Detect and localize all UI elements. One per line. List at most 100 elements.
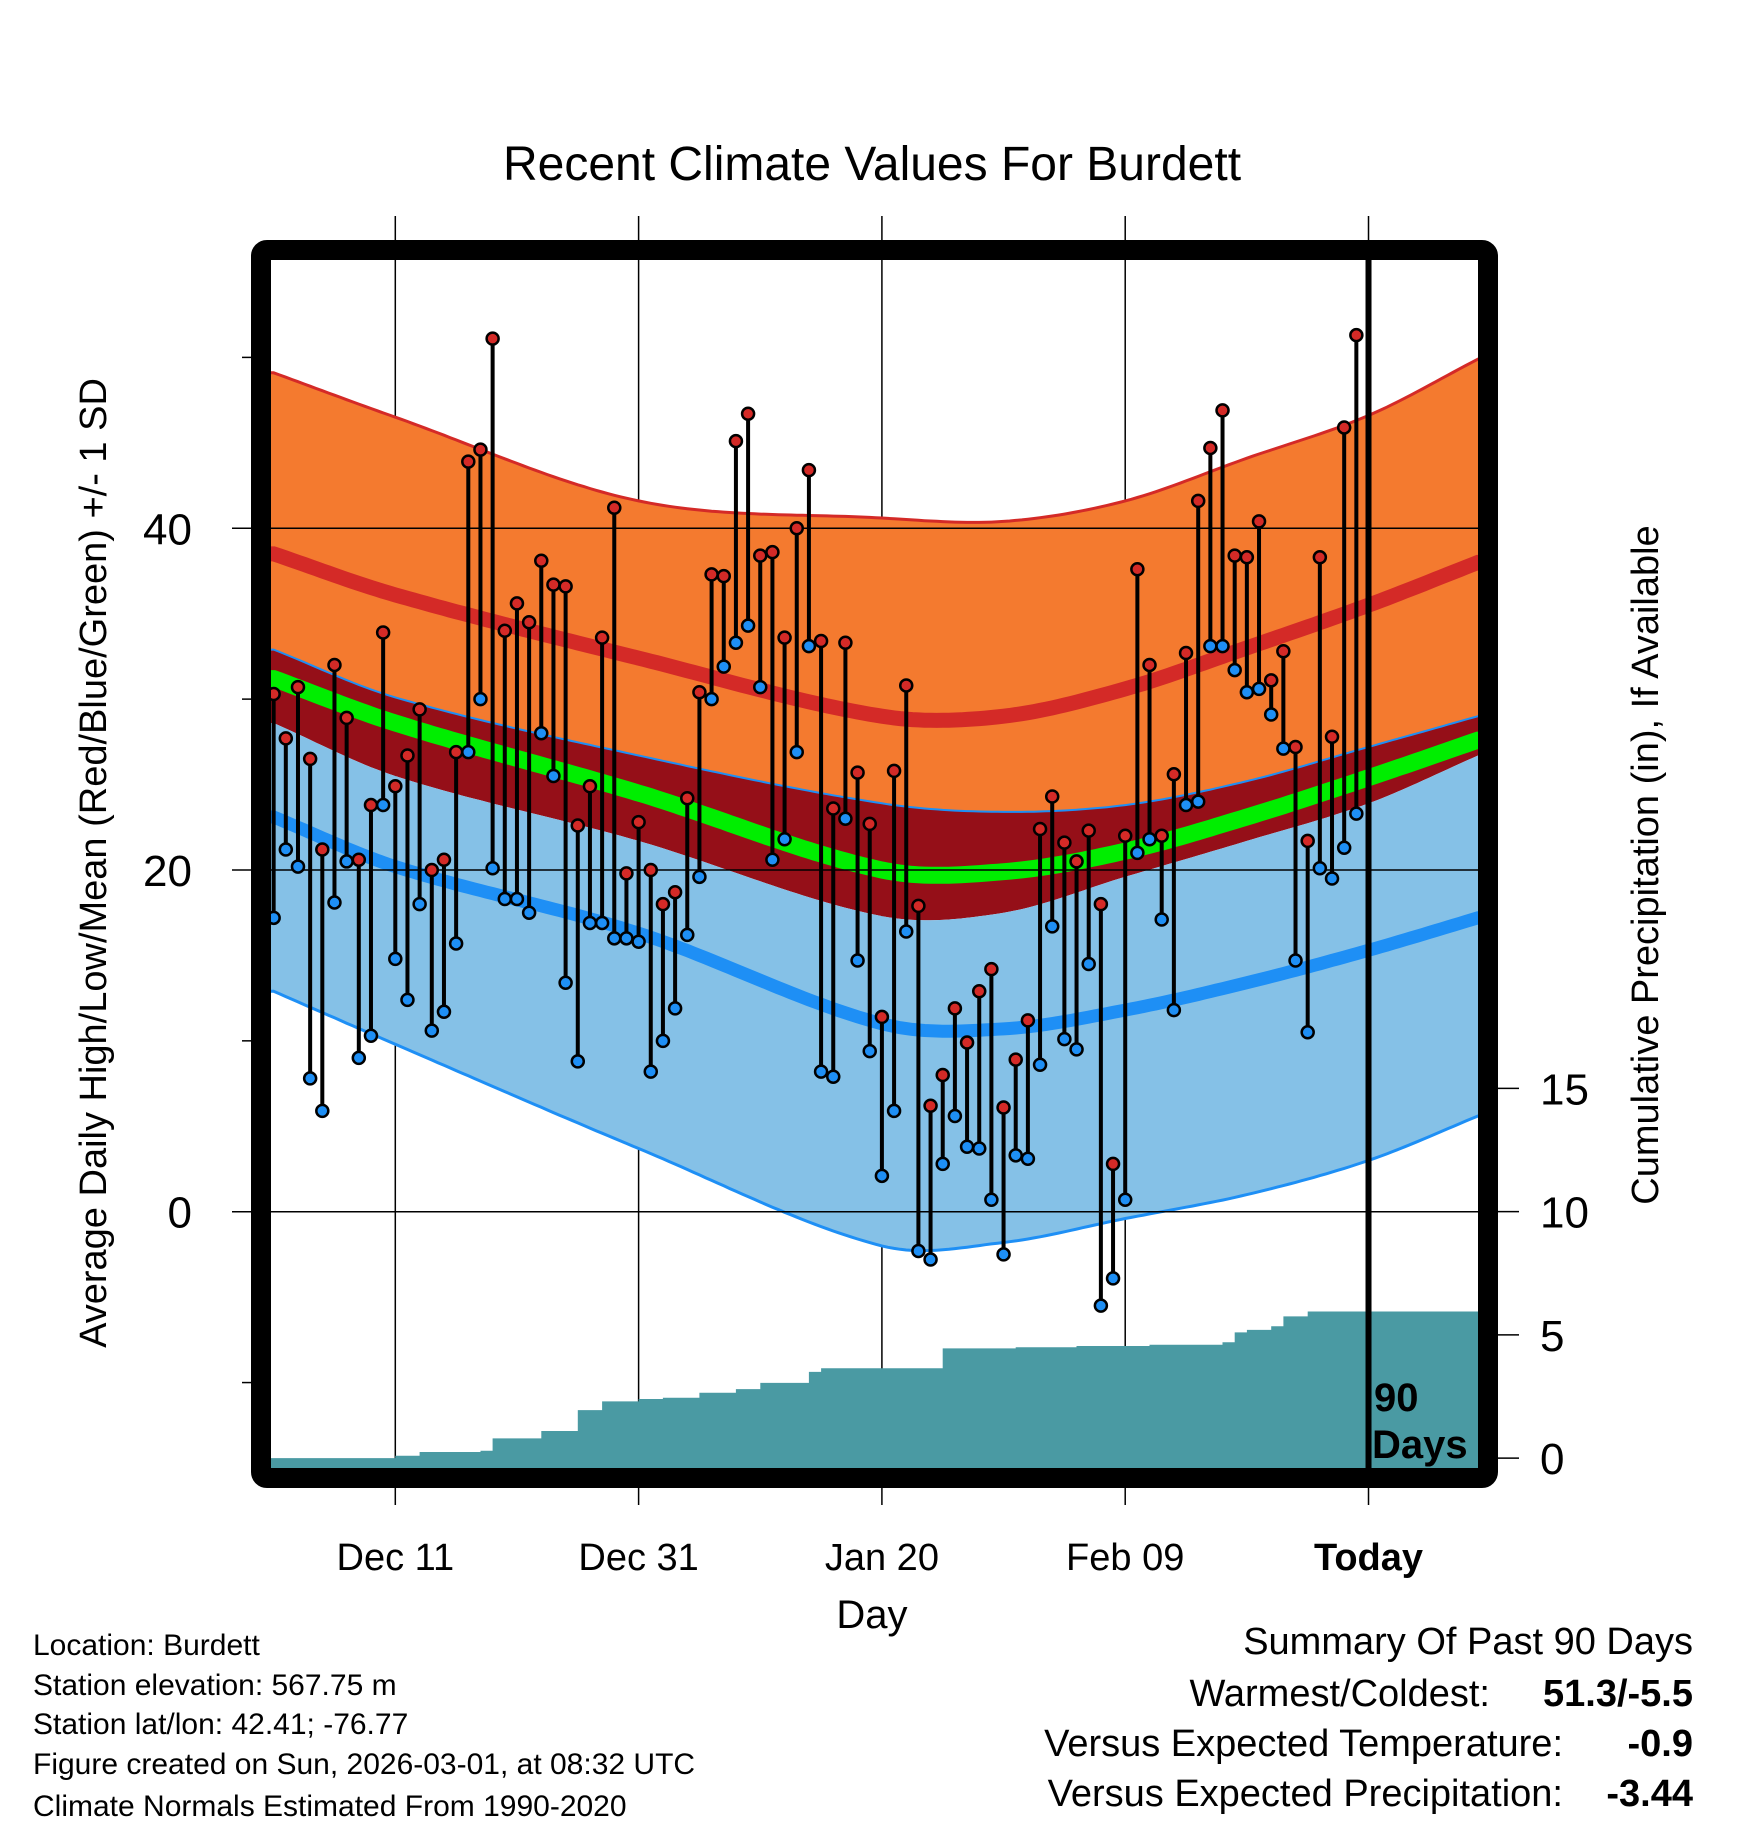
- daily-low-point: [436, 1004, 452, 1020]
- daily-high-point: [1044, 789, 1060, 804]
- daily-high-point: [1117, 828, 1133, 844]
- normal-bands: [270, 357, 1478, 1253]
- daily-low-point: [728, 635, 744, 650]
- daily-low-point: [278, 842, 294, 857]
- daily-high-point: [1239, 550, 1255, 565]
- info-latlon: Station lat/lon: 42.41; -76.77: [33, 1708, 408, 1741]
- daily-low-point: [607, 931, 622, 946]
- x-tick-label: Jan 20: [825, 1537, 939, 1579]
- daily-low-point: [1324, 871, 1340, 886]
- daily-high-point: [838, 635, 853, 650]
- x-tick-label: Dec 31: [578, 1537, 698, 1579]
- daily-low-point: [825, 1069, 841, 1084]
- daily-high-point: [351, 852, 367, 867]
- daily-high-point: [400, 748, 415, 763]
- daily-low-point: [412, 896, 427, 912]
- daily-low-point: [1117, 1192, 1133, 1207]
- daily-low-point: [789, 744, 805, 760]
- daily-low-point: [984, 1192, 999, 1207]
- daily-high-point: [1154, 828, 1169, 844]
- daily-low-point: [1227, 662, 1242, 678]
- daily-low-point: [558, 975, 573, 990]
- daily-low-point: [1142, 831, 1157, 847]
- daily-high-point: [984, 961, 999, 977]
- daily-low-point: [740, 618, 756, 633]
- daily-low-point: [1215, 638, 1230, 654]
- daily-low-point: [898, 924, 914, 939]
- daily-high-point: [947, 1001, 963, 1016]
- daily-low-point: [1336, 840, 1352, 856]
- daily-high-point: [704, 567, 719, 582]
- daily-high-point: [1203, 440, 1218, 456]
- high-minus-sd-line: [270, 648, 1478, 813]
- daily-low-point: [473, 691, 488, 707]
- daily-low-point: [1154, 912, 1169, 927]
- daily-high-point: [1349, 327, 1364, 343]
- daily-low-point: [485, 861, 500, 876]
- daily-low-point: [363, 1028, 379, 1043]
- daily-low-point: [947, 1108, 963, 1124]
- daily-high-point: [911, 898, 926, 914]
- daily-high-point: [375, 625, 391, 640]
- daily-low-point: [1190, 794, 1206, 809]
- daily-high-point: [315, 842, 330, 857]
- daily-low-point: [1130, 845, 1145, 861]
- daily-high-point: [1312, 550, 1328, 565]
- daily-high-point: [302, 751, 318, 767]
- daily-low-point: [1312, 861, 1328, 876]
- daily-low-point: [1105, 1271, 1121, 1286]
- daily-high-point: [1227, 548, 1242, 563]
- daily-high-point: [789, 521, 805, 536]
- x-tick-label: Feb 09: [1066, 1537, 1184, 1579]
- daily-high-point: [777, 630, 792, 645]
- daily-high-point: [290, 679, 306, 695]
- daily-low-point: [534, 726, 549, 741]
- daily-high-point: [813, 633, 829, 649]
- daily-low-point: [448, 936, 464, 951]
- daily-low-point: [996, 1247, 1011, 1262]
- daily-low-point: [546, 768, 561, 784]
- daily-low-point: [1178, 797, 1194, 813]
- daily-high-point: [1300, 833, 1315, 849]
- daily-low-point: [692, 869, 707, 885]
- daily-high-point: [388, 779, 403, 794]
- y2-tick-label: 0: [1540, 1435, 1564, 1484]
- daily-high-point: [461, 454, 476, 469]
- daily-high-point: [1057, 835, 1072, 850]
- temp-anomaly-value: -0.9: [1628, 1723, 1693, 1765]
- daily-high-point: [327, 657, 342, 673]
- mean-high-line: [270, 546, 1478, 728]
- daily-low-point: [1239, 685, 1255, 700]
- daily-low-point: [1032, 1057, 1048, 1073]
- daily-high-point: [667, 884, 683, 900]
- y-tick-label: 0: [168, 1189, 192, 1238]
- daily-high-point: [1093, 896, 1109, 912]
- horizontal-grid: [270, 527, 1478, 1213]
- daily-high-point: [582, 779, 598, 794]
- station-info: Location: Burdett Station elevation: 567…: [33, 1629, 695, 1823]
- daily-high-point: [862, 816, 877, 832]
- daily-low-point: [1057, 1031, 1072, 1047]
- daily-low-point: [302, 1071, 318, 1086]
- warmest-coldest-value: 51.3/-5.5: [1543, 1673, 1693, 1715]
- daily-high-point: [935, 1067, 950, 1083]
- daily-high-point: [558, 579, 573, 594]
- daily-low-point: [1288, 953, 1303, 968]
- daily-low-point: [1044, 919, 1060, 934]
- daily-low-point: [765, 852, 780, 867]
- daily-high-point: [898, 678, 914, 693]
- daily-low-point: [631, 934, 646, 949]
- daily-high-point: [850, 765, 865, 780]
- daily-high-point: [1251, 514, 1267, 529]
- low-sd-band: [270, 723, 1478, 1251]
- daily-high-point: [1020, 1013, 1036, 1028]
- x-axis-label: Day: [836, 1593, 907, 1637]
- daily-low-point: [655, 1033, 671, 1049]
- daily-low-point: [315, 1103, 330, 1119]
- daily-low-point: [327, 895, 342, 910]
- high-plus-sd-line: [270, 357, 1478, 524]
- daily-low-point: [339, 854, 354, 869]
- precipitation-area: [270, 1311, 1478, 1468]
- daily-high-point: [1263, 673, 1279, 688]
- low-minus-sd-line: [270, 989, 1478, 1253]
